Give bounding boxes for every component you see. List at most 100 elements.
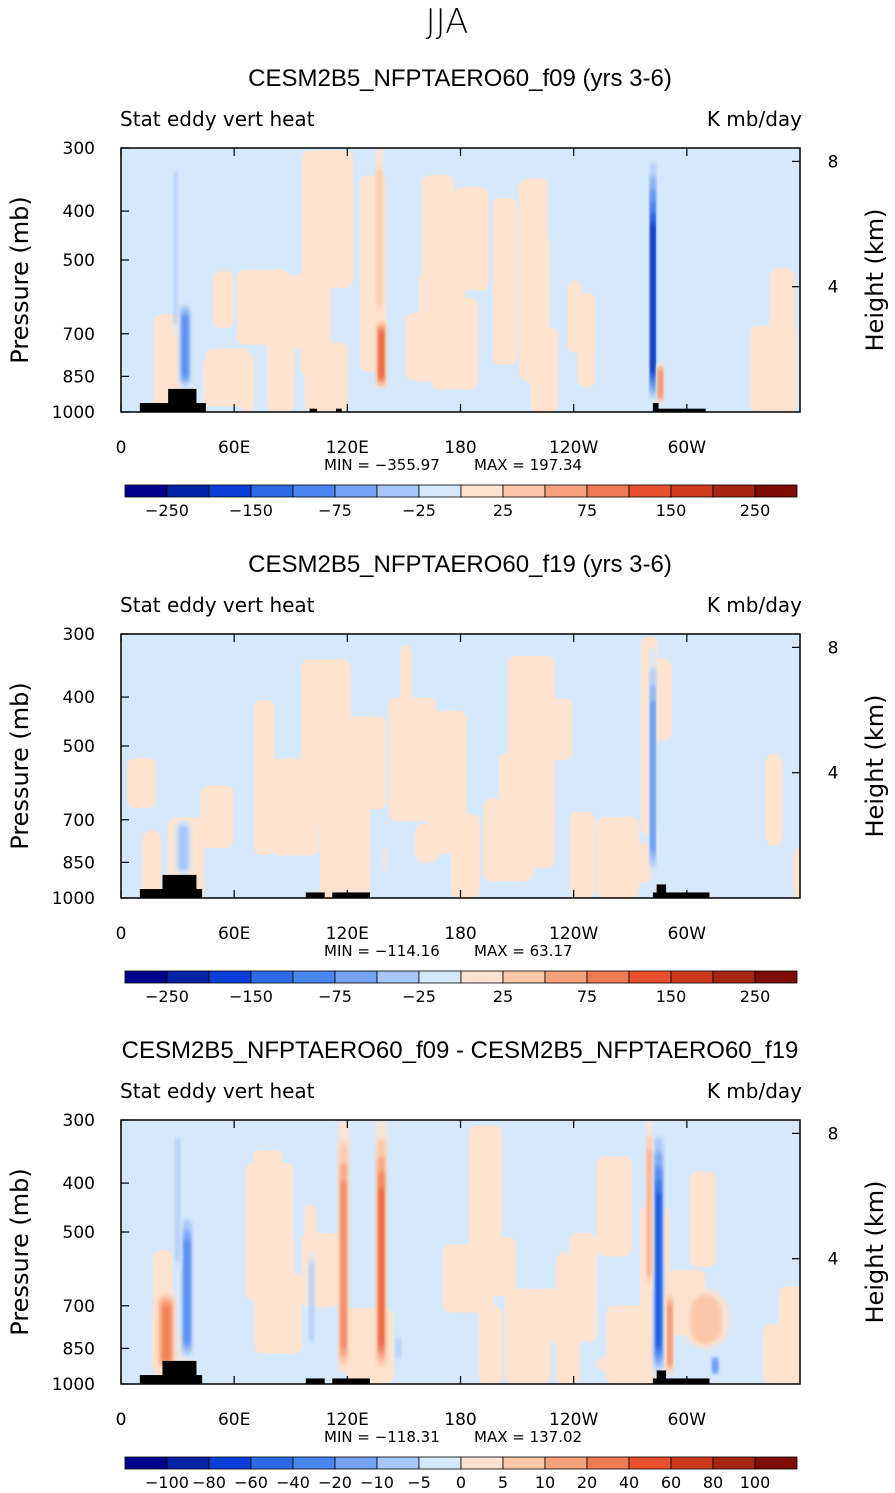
colorbar-tick-label: −60	[234, 1473, 268, 1492]
topography-block	[656, 884, 667, 898]
y-tick-label: 500	[63, 1223, 95, 1243]
colorbar-tick-label: 75	[577, 987, 597, 1006]
positive-patch	[595, 816, 640, 898]
max-label: MAX = 137.02	[474, 1428, 582, 1446]
y-tick-label: 400	[63, 688, 95, 708]
colorbar-swatch	[376, 484, 420, 498]
x-tick-label: 120E	[326, 924, 369, 944]
panel-right-label: K mb/day	[707, 107, 802, 131]
x-tick-label: 0	[116, 438, 127, 458]
topography-block	[309, 408, 318, 412]
panel-1: CESM2B5_NFPTAERO60_f09 (yrs 3-6) Stat edd…	[6, 65, 889, 520]
x-tick-label: 180	[444, 1410, 476, 1430]
colorbar-tick-label: 150	[656, 501, 687, 520]
y2-axis-label: Height (km)	[861, 1181, 889, 1324]
y-tick-label: 300	[63, 139, 95, 159]
colorbar-swatch	[670, 970, 714, 984]
colorbar-tick-label: 10	[535, 1473, 555, 1492]
positive-patch	[525, 681, 555, 868]
positive-patch	[518, 178, 549, 380]
x-tick-label: 120W	[549, 438, 598, 458]
colorbar-swatch	[376, 1456, 420, 1470]
colorbar-swatch	[250, 1456, 294, 1470]
colorbar-tick-label: 60	[661, 1473, 681, 1492]
x-tick-label: 60W	[668, 924, 707, 944]
positive-patch	[569, 811, 595, 898]
colorbar-swatch	[586, 1456, 630, 1470]
x-tick-label: 60W	[668, 1410, 707, 1430]
positive-patch	[153, 314, 182, 412]
x-tick-label: 60W	[668, 438, 707, 458]
positive-patch	[200, 785, 234, 848]
y2-tick-label: 8	[828, 1124, 839, 1144]
panel-right-label: K mb/day	[707, 593, 802, 617]
negative-anomaly	[175, 1137, 180, 1263]
panel-title: CESM2B5_NFPTAERO60_f19 (yrs 3-6)	[248, 551, 672, 578]
colorbar-swatch	[502, 970, 546, 984]
y-tick-label: 400	[63, 202, 95, 222]
topography-block	[332, 1378, 370, 1384]
y-tick-label: 1000	[52, 403, 95, 423]
panel-3: CESM2B5_NFPTAERO60_f09 - CESM2B5_NFPTAER…	[6, 1037, 889, 1492]
y-axis-label: Pressure (mb)	[6, 1168, 34, 1335]
plot-area	[121, 634, 800, 898]
x-tick-label: 60E	[218, 438, 250, 458]
positive-patch	[497, 242, 510, 342]
y-tick-label: 850	[63, 853, 95, 873]
topography-block	[652, 1378, 710, 1384]
colorbar-swatch	[586, 970, 630, 984]
y2-tick-label: 8	[828, 638, 839, 658]
colorbar-swatch	[712, 970, 756, 984]
colorbar-tick-label: −10	[360, 1473, 394, 1492]
colorbar-swatch	[544, 484, 588, 498]
colorbar-swatch	[544, 1456, 588, 1470]
y-tick-label: 700	[63, 811, 95, 831]
x-tick-label: 60E	[218, 1410, 250, 1430]
colorbar-swatch	[166, 484, 210, 498]
positive-anomaly	[658, 369, 662, 398]
topography-block	[652, 408, 706, 412]
colorbar-tick-label: −250	[145, 987, 189, 1006]
x-tick-label: 120E	[326, 438, 369, 458]
positive-anomaly	[376, 168, 382, 308]
panel-left-label: Stat eddy vert heat	[120, 107, 315, 131]
colorbar-swatch	[754, 970, 798, 984]
positive-patch	[762, 1324, 800, 1384]
y2-tick-label: 4	[828, 278, 839, 298]
min-label: MIN = −114.16	[324, 942, 440, 960]
plot-area	[121, 148, 800, 412]
positive-anomaly	[379, 331, 383, 379]
colorbar-tick-label: −5	[407, 1473, 431, 1492]
colorbar-swatch	[754, 484, 798, 498]
colorbar-tick-label: 250	[740, 501, 771, 520]
positive-patch	[142, 830, 162, 898]
positive-patch	[429, 710, 467, 854]
negative-anomaly	[651, 700, 655, 853]
colorbar-swatch	[418, 970, 462, 984]
x-tick-label: 180	[444, 438, 476, 458]
y2-tick-label: 4	[828, 1250, 839, 1270]
colorbar-swatch	[292, 970, 336, 984]
colorbar-swatch	[460, 484, 504, 498]
positive-anomaly	[379, 1187, 383, 1347]
positive-anomaly	[596, 1355, 635, 1373]
positive-anomaly	[690, 1295, 721, 1345]
positive-patch	[478, 1305, 503, 1384]
positive-patch	[304, 342, 348, 412]
topography-block	[162, 1360, 197, 1384]
min-label: MIN = −118.31	[324, 1428, 440, 1446]
positive-patch	[792, 847, 800, 898]
colorbar-swatch	[586, 484, 630, 498]
positive-anomaly	[341, 1181, 346, 1350]
positive-patch	[254, 1272, 303, 1354]
colorbar-swatch	[292, 484, 336, 498]
colorbar-swatch	[208, 484, 252, 498]
x-tick-label: 60E	[218, 924, 250, 944]
topography-block	[336, 408, 342, 412]
y-tick-label: 300	[63, 1111, 95, 1131]
positive-anomaly	[668, 1304, 672, 1365]
y-axis-label: Pressure (mb)	[6, 196, 34, 363]
positive-patch	[430, 297, 479, 390]
colorbar-tick-label: 25	[493, 501, 513, 520]
colorbar-swatch	[712, 484, 756, 498]
